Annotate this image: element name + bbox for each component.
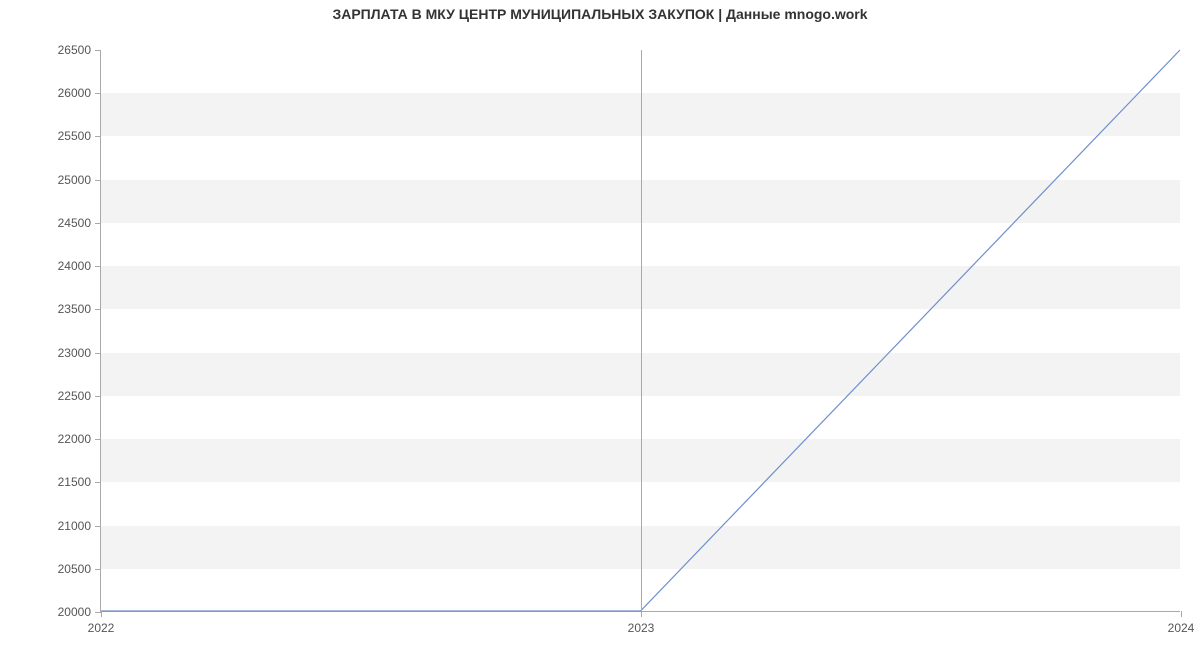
x-tick-mark	[1181, 611, 1182, 617]
y-tick-mark	[95, 266, 101, 267]
y-tick-mark	[95, 309, 101, 310]
y-tick-mark	[95, 439, 101, 440]
y-tick-mark	[95, 569, 101, 570]
y-tick-mark	[95, 396, 101, 397]
y-tick-mark	[95, 223, 101, 224]
y-tick-mark	[95, 93, 101, 94]
plot-area: 2000020500210002150022000225002300023500…	[100, 50, 1180, 612]
chart-title: ЗАРПЛАТА В МКУ ЦЕНТР МУНИЦИПАЛЬНЫХ ЗАКУП…	[0, 6, 1200, 22]
y-tick-mark	[95, 526, 101, 527]
y-tick-mark	[95, 180, 101, 181]
y-tick-mark	[95, 136, 101, 137]
y-tick-mark	[95, 482, 101, 483]
y-tick-mark	[95, 50, 101, 51]
x-tick-mark	[101, 611, 102, 617]
x-tick-mark	[641, 611, 642, 617]
grid-v	[641, 50, 642, 611]
y-tick-mark	[95, 353, 101, 354]
chart-container: ЗАРПЛАТА В МКУ ЦЕНТР МУНИЦИПАЛЬНЫХ ЗАКУП…	[0, 0, 1200, 650]
